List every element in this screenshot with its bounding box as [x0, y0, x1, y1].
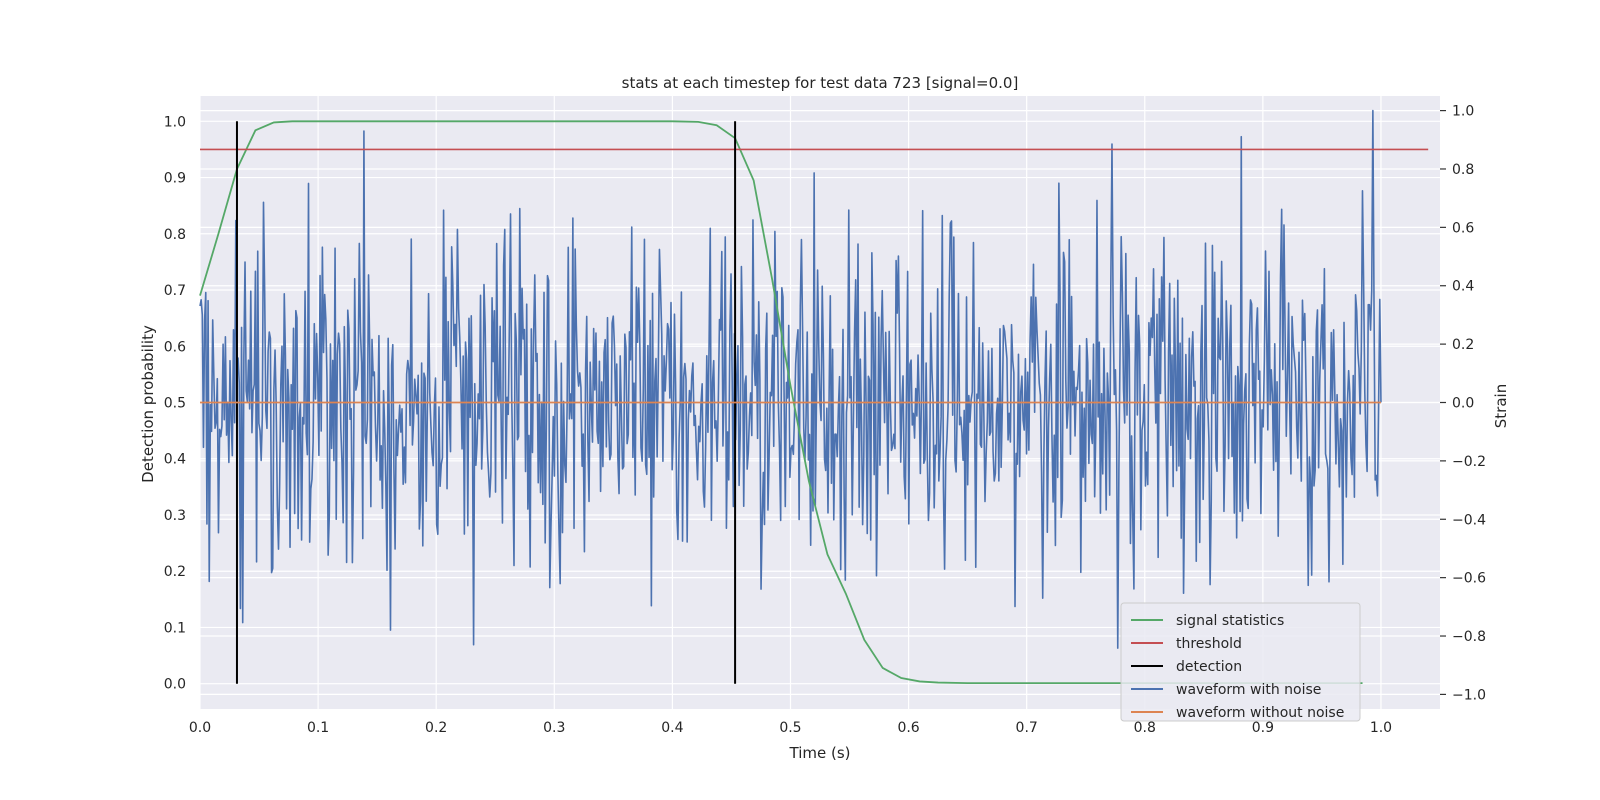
chart-title: stats at each timestep for test data 723… — [622, 74, 1019, 92]
x-tick-label: 0.5 — [779, 720, 801, 736]
x-tick-label: 0.2 — [425, 720, 447, 736]
x-axis-label: Time (s) — [789, 744, 851, 762]
y-left-axis-ticks: 0.0 0.1 0.2 0.3 0.4 0.5 0.6 0.7 0.8 0.9 1.0 — [164, 114, 186, 692]
y-right-axis-label: Strain — [1492, 384, 1510, 428]
y-right-tick-label: 0.0 — [1452, 396, 1474, 412]
y-left-tick-label: 0.4 — [164, 452, 186, 468]
y-left-tick-label: 0.5 — [164, 396, 186, 412]
legend-label: signal statistics — [1176, 613, 1284, 629]
y-left-tick-label: 0.2 — [164, 564, 186, 580]
x-tick-label: 0.8 — [1134, 720, 1156, 736]
x-tick-label: 1.0 — [1370, 720, 1392, 736]
legend-label: detection — [1176, 659, 1242, 675]
y-left-tick-label: 0.1 — [164, 620, 186, 636]
legend-label: waveform with noise — [1176, 682, 1321, 698]
x-tick-label: 0.4 — [661, 720, 683, 736]
y-right-tick-label: 0.6 — [1452, 220, 1474, 236]
y-right-tick-label: −0.2 — [1452, 454, 1486, 470]
y-right-tick-label: 0.4 — [1452, 279, 1474, 295]
legend: signal statistics threshold detection wavef… — [1120, 602, 1361, 722]
plot-area — [199, 109, 1429, 685]
x-tick-label: 0.7 — [1016, 720, 1038, 736]
x-tick-label: 0.6 — [897, 720, 919, 736]
y-right-tick-label: 0.2 — [1452, 337, 1474, 353]
y-right-tick-label: −0.6 — [1452, 571, 1486, 587]
y-left-tick-label: 0.3 — [164, 508, 186, 524]
legend-label: threshold — [1176, 636, 1242, 652]
y-right-axis-ticks: −1.0 −0.8 −0.6 −0.4 −0.2 0.0 0.2 0.4 0.6 0.8 1.0 — [1440, 104, 1486, 703]
y-left-tick-label: 0.7 — [164, 283, 186, 299]
x-tick-label: 0.0 — [189, 720, 211, 736]
x-axis-ticks: 0.0 0.1 0.2 0.3 0.4 0.5 0.6 0.7 0.8 0.9 1.0 — [189, 720, 1392, 736]
y-left-tick-label: 0.8 — [164, 227, 186, 243]
x-tick-label: 0.1 — [307, 720, 329, 736]
legend-box — [1120, 602, 1361, 722]
series-signal-statistics — [199, 120, 1363, 685]
y-left-tick-label: 0.6 — [164, 339, 186, 355]
x-tick-label: 0.9 — [1252, 720, 1274, 736]
y-left-tick-label: 1.0 — [164, 114, 186, 130]
y-left-tick-label: 0.0 — [164, 677, 186, 693]
legend-label: waveform without noise — [1176, 705, 1344, 721]
series-waveform-with-noise — [199, 109, 1382, 649]
y-left-axis-label: Detection probability — [139, 325, 157, 483]
y-right-tick-label: 0.8 — [1452, 162, 1474, 178]
y-right-tick-label: −1.0 — [1452, 687, 1486, 703]
y-right-tick-label: 1.0 — [1452, 104, 1474, 120]
y-right-tick-label: −0.8 — [1452, 629, 1486, 645]
x-tick-label: 0.3 — [543, 720, 565, 736]
y-right-tick-label: −0.4 — [1452, 512, 1486, 528]
y-left-tick-label: 0.9 — [164, 171, 186, 187]
